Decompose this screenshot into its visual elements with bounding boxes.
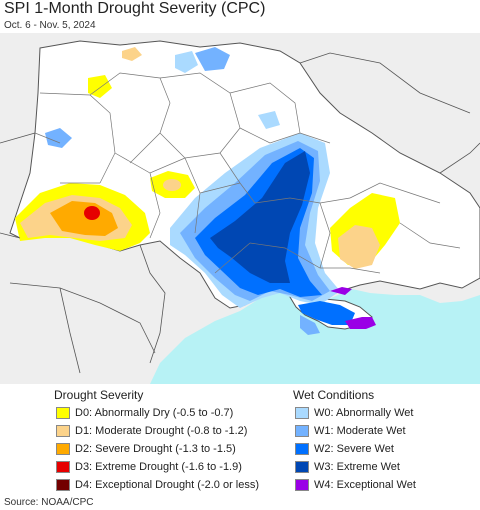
drought-d2-west [50, 201, 118, 236]
drought-d1-east [338, 225, 380, 269]
legend-item-d0: D0: Abnormally Dry (-0.5 to -0.7) [56, 406, 233, 420]
legend-label-d3: D3: Extreme Drought (-1.6 to -1.9) [75, 461, 242, 473]
wet-w3-central [210, 151, 310, 283]
drought-d1-north [122, 47, 142, 61]
wet-w0-east-patch [258, 111, 280, 129]
drought-legend-heading: Drought Severity [54, 388, 144, 402]
wet-w1-northwest [45, 128, 72, 148]
legend-item-w4: W4: Exceptional Wet [295, 478, 416, 492]
legend-label-w0: W0: Abnormally Wet [314, 407, 414, 419]
drought-d3-west [84, 206, 100, 220]
legend-item-d4: D4: Exceptional Drought (-2.0 or less) [56, 478, 259, 492]
legend-item-w2: W2: Severe Wet [295, 442, 394, 456]
wet-w2-crimea [298, 301, 355, 325]
swatch-w2 [295, 443, 309, 455]
drought-d1-central [163, 179, 181, 191]
legend-label-w2: W2: Severe Wet [314, 443, 394, 455]
legend-item-d2: D2: Severe Drought (-1.3 to -1.5) [56, 442, 236, 456]
swatch-d2 [56, 443, 70, 455]
wet-w4-kerch [345, 317, 376, 329]
swatch-d1 [56, 425, 70, 437]
swatch-w3 [295, 461, 309, 473]
drought-map [0, 33, 480, 384]
legend-item-d3: D3: Extreme Drought (-1.6 to -1.9) [56, 460, 242, 474]
legend-item-d1: D1: Moderate Drought (-0.8 to -1.2) [56, 424, 247, 438]
swatch-w1 [295, 425, 309, 437]
legend-label-d0: D0: Abnormally Dry (-0.5 to -0.7) [75, 407, 234, 419]
swatch-d0 [56, 407, 70, 419]
wet-w1-north [195, 47, 230, 71]
legend-label-d1: D1: Moderate Drought (-0.8 to -1.2) [75, 425, 248, 437]
legend-label-d2: D2: Severe Drought (-1.3 to -1.5) [75, 443, 236, 455]
wet-w1-crimea [300, 315, 320, 335]
black-sea [150, 289, 480, 384]
swatch-w4 [295, 479, 309, 491]
oblast-boundaries [34, 72, 461, 274]
legend-label-w1: W1: Moderate Wet [314, 425, 406, 437]
source-credit: Source: NOAA/CPC [4, 497, 94, 508]
country-borders [0, 52, 480, 374]
map-title: SPI 1-Month Drought Severity (CPC) [4, 0, 266, 17]
legend-item-w1: W1: Moderate Wet [295, 424, 406, 438]
legend: Drought Severity Wet Conditions D0: Abno… [0, 384, 480, 492]
swatch-w0 [295, 407, 309, 419]
wet-legend-heading: Wet Conditions [293, 388, 375, 402]
wet-w0-north [175, 51, 198, 73]
legend-label-w3: W3: Extreme Wet [314, 461, 400, 473]
legend-item-w0: W0: Abnormally Wet [295, 406, 413, 420]
legend-label-d4: D4: Exceptional Drought (-2.0 or less) [75, 479, 260, 491]
swatch-d4 [56, 479, 70, 491]
map-date-range: Oct. 6 - Nov. 5, 2024 [4, 20, 96, 31]
legend-label-w4: W4: Exceptional Wet [314, 479, 416, 491]
wet-w4-azov [330, 287, 352, 295]
legend-item-w3: W3: Extreme Wet [295, 460, 400, 474]
swatch-d3 [56, 461, 70, 473]
